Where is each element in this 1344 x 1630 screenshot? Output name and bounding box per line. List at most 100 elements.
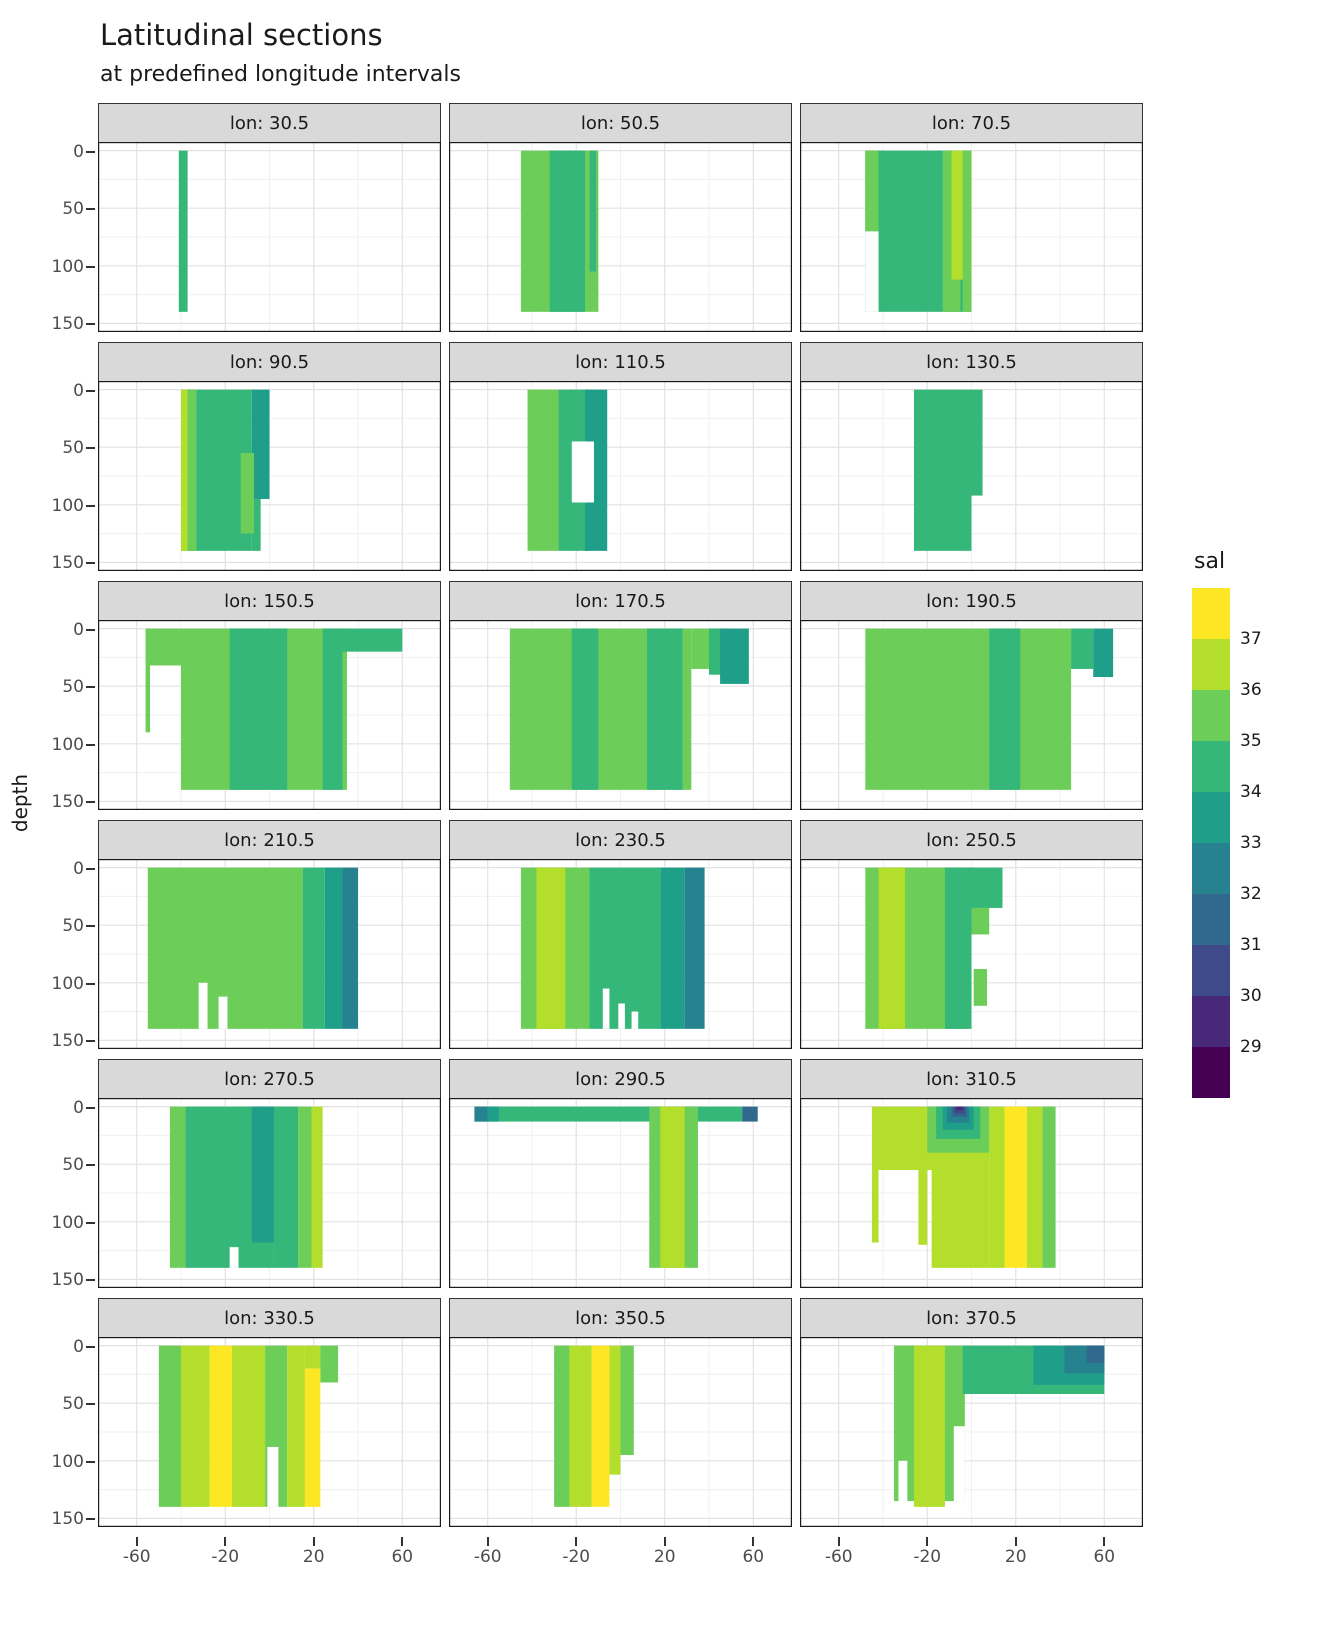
facet-strip: lon: 350.5 [449,1298,792,1338]
x-axis-tick-label: 20 [302,1547,325,1567]
y-axis-tick-label: 50 [62,916,84,937]
y-axis-tick-mark [86,323,95,326]
x-axis-tick-label: 60 [742,1547,765,1567]
y-axis-tick-mark [86,150,95,153]
y-axis-tick-label: 100 [51,1212,84,1233]
y-axis-tick-label: 0 [73,858,84,879]
y-axis-tick-mark [86,982,95,985]
x-axis-tick-mark [224,1537,227,1546]
facet-strip-label: lon: 50.5 [580,112,661,134]
salinity-band [647,628,683,790]
salinity-band [971,389,983,496]
facet-panel: lon: 290.5 [449,1059,792,1288]
facet-strip-label: lon: 290.5 [575,1068,666,1090]
legend: sal 37 36 35 34 33 32 31 30 29 [1192,549,1262,1098]
salinity-band [311,1106,323,1268]
y-axis-tick-mark [86,447,95,450]
y-axis-tick-mark [86,1403,95,1406]
facet-strip: lon: 90.5 [98,342,441,382]
legend-color-block [1192,792,1230,843]
salinity-band [865,628,1072,790]
legend-tick-label: 34 [1240,782,1262,802]
facet-strip-label: lon: 370.5 [926,1307,1017,1329]
salinity-band [180,1345,210,1507]
facet-panel: lon: 190.5 [800,581,1143,810]
x-axis-tick-mark [663,1537,666,1546]
facet-strip: lon: 370.5 [800,1298,1143,1338]
legend-tick-label: 30 [1240,986,1262,1006]
salinity-band [487,1106,499,1122]
legend-color-block [1192,1047,1230,1098]
salinity-band [1042,1106,1056,1268]
salinity-band [147,628,181,666]
y-axis-gutter: 0 50 100 150 [40,1059,98,1290]
y-axis-tick-mark [86,925,95,928]
salinity-band [931,1150,990,1268]
no-data-gap [571,441,594,503]
facet-panel: lon: 70.5 [800,103,1143,332]
salinity-band [474,1106,743,1122]
legend-color-block [1192,945,1230,996]
salinity-band [231,1345,266,1507]
facet-strip-label: lon: 250.5 [926,829,1017,851]
facet-plot-8 [800,620,1143,810]
x-axis-tick-label: 60 [391,1547,414,1567]
facet-plot-17 [800,1337,1143,1527]
y-axis-tick-mark [86,801,95,804]
y-axis-gutter: 0 50 100 150 [40,103,98,334]
x-axis-tick-label: 20 [653,1547,676,1567]
legend-title: sal [1194,549,1226,574]
salinity-band [304,1368,321,1507]
facet-panel: lon: 30.5 [98,103,441,332]
panel-border [98,620,441,810]
salinity-band [913,389,972,551]
y-axis-tick-label: 150 [51,553,84,574]
panel-border [449,1337,792,1527]
legend-color-block [1192,690,1230,741]
salinity-band [342,867,359,1029]
panel-border [449,1098,792,1288]
facet-strip-label: lon: 150.5 [224,590,315,612]
salinity-band [1093,628,1114,677]
facet-strip-label: lon: 170.5 [575,590,666,612]
salinity-band [527,389,559,551]
panel-border [800,381,1143,571]
facet-strip: lon: 50.5 [449,103,792,143]
salinity-band [871,1169,879,1243]
y-axis-tick-mark [86,562,95,565]
y-axis-tick-label: 150 [51,1031,84,1052]
salinity-band [342,628,403,652]
facet-strip-label: lon: 190.5 [926,590,1017,612]
salinity-band [720,628,749,684]
facet-plot-1 [449,142,792,332]
panel-border [449,381,792,571]
facet-strip-label: lon: 110.5 [575,351,666,373]
no-data-gap [865,231,879,312]
y-axis-tick-label: 0 [73,380,84,401]
y-axis-tick-label: 50 [62,677,84,698]
x-axis-tick-label: -20 [913,1547,942,1567]
facet-plot-16 [449,1337,792,1527]
salinity-band [145,628,151,733]
y-axis-tick-mark [86,1345,95,1348]
x-axis-tick-label: -20 [211,1547,240,1567]
y-axis-tick-label: 0 [73,1336,84,1357]
salinity-band [158,1345,181,1507]
y-axis-tick-mark [86,1460,95,1463]
no-data-gap [218,996,228,1029]
facet-plot-14 [800,1098,1143,1288]
salinity-band [549,150,586,312]
salinity-band [536,867,566,1029]
y-axis-tick-mark [86,389,95,392]
y-axis-title: depth [8,773,32,833]
salinity-band [569,1345,592,1507]
y-axis-tick-mark [86,1221,95,1224]
y-axis-gutter: 0 50 100 150 [40,820,98,1052]
salinity-band [251,1106,274,1243]
panel-border [98,859,441,1049]
x-axis-spacer [40,1537,98,1573]
facet-plot-3 [98,381,441,571]
facet-strip: lon: 190.5 [800,581,1143,621]
no-data-gap [898,1460,908,1507]
legend-tick-label: 37 [1240,629,1262,649]
